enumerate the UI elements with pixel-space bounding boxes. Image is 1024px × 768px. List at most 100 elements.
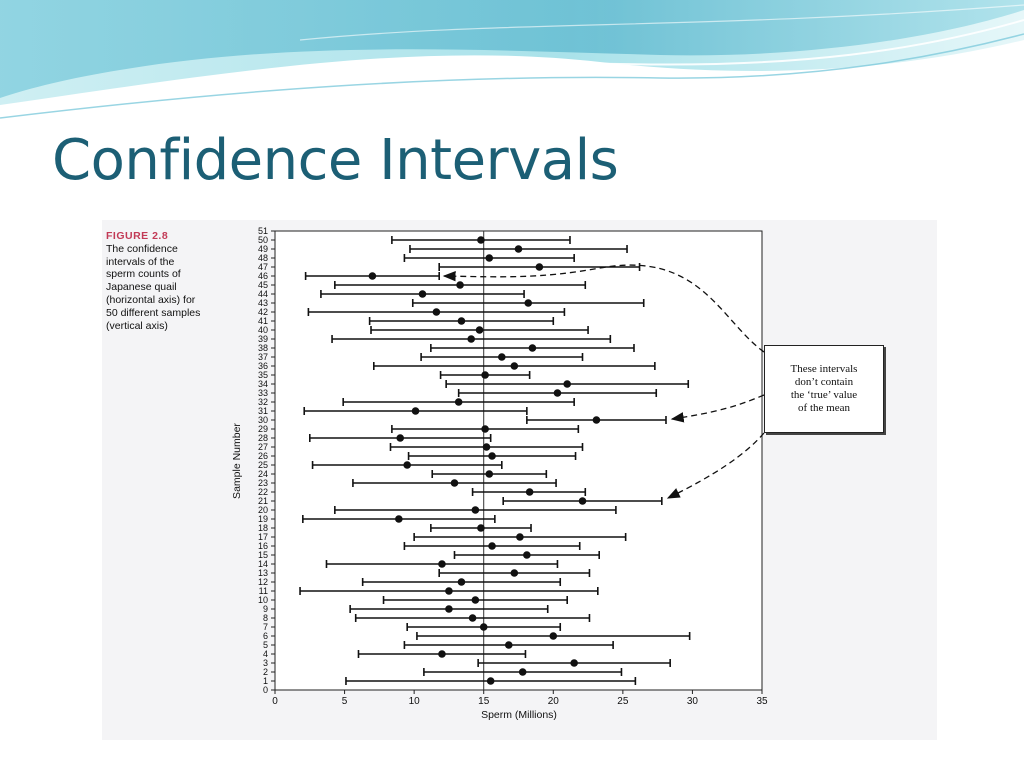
y-tick-label: 4: [263, 649, 268, 659]
annotation-text: These intervals don’t contain the ‘true’…: [791, 363, 858, 415]
y-tick-label: 46: [258, 271, 268, 281]
y-tick-label: 48: [258, 253, 268, 263]
mean-point: [488, 542, 496, 550]
y-tick-label: 27: [258, 442, 268, 452]
y-tick-label: 2: [263, 667, 268, 677]
y-tick-label: 23: [258, 478, 268, 488]
mean-point: [438, 650, 446, 658]
mean-point: [487, 677, 495, 685]
plot-area: [275, 231, 762, 690]
y-tick-label: 31: [258, 406, 268, 416]
mean-point: [403, 461, 411, 469]
y-tick-label: 8: [263, 613, 268, 623]
mean-point: [456, 281, 464, 289]
y-tick-label: 33: [258, 388, 268, 398]
y-tick-label: 0: [263, 685, 268, 695]
y-tick-label: 34: [258, 379, 268, 389]
mean-point: [458, 578, 466, 586]
mean-point: [488, 452, 496, 460]
mean-point: [505, 641, 513, 649]
y-tick-label: 14: [258, 559, 268, 569]
y-tick-label: 3: [263, 658, 268, 668]
x-tick-label: 5: [342, 696, 348, 707]
x-tick-label: 25: [617, 696, 629, 707]
mean-point: [477, 236, 485, 244]
x-axis-label: Sperm (Millions): [481, 709, 557, 721]
x-tick-label: 10: [409, 696, 421, 707]
mean-point: [458, 317, 466, 325]
x-tick-label: 35: [756, 696, 768, 707]
y-tick-label: 1: [263, 676, 268, 686]
mean-point: [481, 425, 489, 433]
mean-point: [469, 614, 477, 622]
y-tick-label: 19: [258, 514, 268, 524]
y-tick-label: 12: [258, 577, 268, 587]
mean-point: [485, 470, 493, 478]
mean-point: [498, 353, 506, 361]
y-tick-label: 50: [258, 235, 268, 245]
mean-point: [395, 515, 403, 523]
y-tick-label: 29: [258, 424, 268, 434]
mean-point: [563, 380, 571, 388]
mean-point: [524, 299, 532, 307]
mean-point: [451, 479, 459, 487]
mean-point: [536, 263, 544, 271]
mean-point: [511, 362, 519, 370]
mean-point: [516, 533, 524, 541]
mean-point: [472, 596, 480, 604]
y-tick-label: 35: [258, 370, 268, 380]
mean-point: [570, 659, 578, 667]
mean-point: [526, 488, 534, 496]
mean-point: [480, 623, 488, 631]
mean-point: [438, 560, 446, 568]
y-tick-label: 39: [258, 334, 268, 344]
mean-point: [419, 290, 427, 298]
mean-point: [481, 371, 489, 379]
y-axis-ticks: 0123456789101112131415161718192021222324…: [258, 226, 275, 695]
y-tick-label: 43: [258, 298, 268, 308]
mean-point: [472, 506, 480, 514]
mean-point: [445, 605, 453, 613]
y-tick-label: 51: [258, 226, 268, 236]
y-tick-label: 22: [258, 487, 268, 497]
y-tick-label: 40: [258, 325, 268, 335]
mean-point: [549, 632, 557, 640]
y-tick-label: 5: [263, 640, 268, 650]
mean-point: [476, 326, 484, 334]
y-tick-label: 47: [258, 262, 268, 272]
x-tick-label: 30: [687, 696, 699, 707]
mean-point: [519, 668, 527, 676]
y-tick-label: 15: [258, 550, 268, 560]
mean-point: [477, 524, 485, 532]
x-tick-label: 20: [548, 696, 560, 707]
y-tick-label: 13: [258, 568, 268, 578]
mean-point: [593, 416, 601, 424]
mean-point: [412, 407, 420, 415]
y-tick-label: 30: [258, 415, 268, 425]
y-tick-label: 28: [258, 433, 268, 443]
mean-point: [467, 335, 475, 343]
y-tick-label: 10: [258, 595, 268, 605]
mean-point: [433, 308, 441, 316]
y-tick-label: 26: [258, 451, 268, 461]
y-tick-label: 20: [258, 505, 268, 515]
y-tick-label: 16: [258, 541, 268, 551]
y-tick-label: 9: [263, 604, 268, 614]
plot-frame: [275, 231, 762, 690]
y-tick-label: 11: [259, 586, 268, 596]
y-tick-label: 49: [258, 244, 268, 254]
y-tick-label: 6: [263, 631, 268, 641]
y-tick-label: 17: [258, 532, 268, 542]
mean-point: [511, 569, 519, 577]
x-tick-label: 0: [272, 696, 278, 707]
y-tick-label: 45: [258, 280, 268, 290]
y-tick-label: 24: [258, 469, 268, 479]
y-tick-label: 32: [258, 397, 268, 407]
mean-point: [515, 245, 523, 253]
mean-point: [483, 443, 491, 451]
y-tick-label: 18: [258, 523, 268, 533]
y-tick-label: 37: [258, 352, 268, 362]
mean-point: [396, 434, 404, 442]
y-tick-label: 44: [258, 289, 268, 299]
mean-point: [523, 551, 531, 559]
